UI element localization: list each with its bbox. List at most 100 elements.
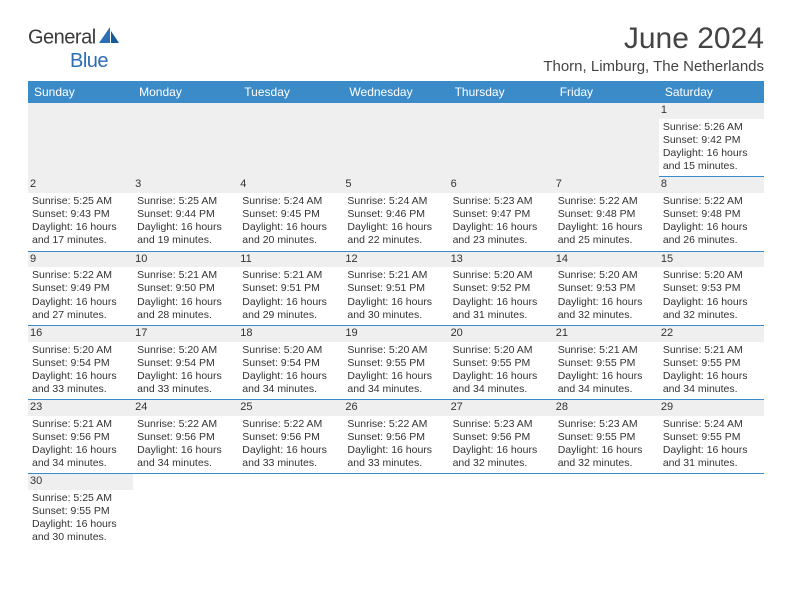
empty-cell — [343, 103, 448, 177]
day-details: Sunrise: 5:22 AMSunset: 9:56 PMDaylight:… — [137, 417, 234, 471]
sunset-line: Sunset: 9:56 PM — [242, 431, 339, 444]
daylight-line: Daylight: 16 hours and 34 minutes. — [242, 370, 339, 396]
calendar-header-row: SundayMondayTuesdayWednesdayThursdayFrid… — [28, 81, 764, 103]
sunrise-line: Sunrise: 5:20 AM — [32, 344, 129, 357]
sunset-line: Sunset: 9:45 PM — [242, 208, 339, 221]
sunrise-line: Sunrise: 5:20 AM — [663, 269, 760, 282]
day-details: Sunrise: 5:24 AMSunset: 9:45 PMDaylight:… — [242, 194, 339, 248]
brand-name-part2: Blue — [70, 50, 108, 72]
daylight-line: Daylight: 16 hours and 32 minutes. — [558, 444, 655, 470]
daylight-line: Daylight: 16 hours and 28 minutes. — [137, 296, 234, 322]
sunrise-line: Sunrise: 5:21 AM — [32, 418, 129, 431]
daylight-line: Daylight: 16 hours and 25 minutes. — [558, 221, 655, 247]
day-number: 29 — [659, 400, 764, 416]
day-cell: 30Sunrise: 5:25 AMSunset: 9:55 PMDayligh… — [28, 474, 133, 548]
daylight-line: Daylight: 16 hours and 20 minutes. — [242, 221, 339, 247]
day-number: 17 — [133, 326, 238, 342]
sunset-line: Sunset: 9:43 PM — [32, 208, 129, 221]
daylight-line: Daylight: 16 hours and 30 minutes. — [347, 296, 444, 322]
day-number: 15 — [659, 252, 764, 268]
daylight-line: Daylight: 16 hours and 32 minutes. — [558, 296, 655, 322]
sunrise-line: Sunrise: 5:21 AM — [242, 269, 339, 282]
day-details: Sunrise: 5:22 AMSunset: 9:48 PMDaylight:… — [663, 194, 760, 248]
day-details: Sunrise: 5:20 AMSunset: 9:53 PMDaylight:… — [663, 268, 760, 322]
daylight-line: Daylight: 16 hours and 34 minutes. — [558, 370, 655, 396]
sunset-line: Sunset: 9:44 PM — [137, 208, 234, 221]
weekday-header: Thursday — [449, 81, 554, 103]
weekday-header: Saturday — [659, 81, 764, 103]
sunrise-line: Sunrise: 5:22 AM — [32, 269, 129, 282]
daylight-line: Daylight: 16 hours and 19 minutes. — [137, 221, 234, 247]
empty-cell — [133, 103, 238, 177]
sunset-line: Sunset: 9:49 PM — [32, 282, 129, 295]
day-cell: 4Sunrise: 5:24 AMSunset: 9:45 PMDaylight… — [238, 177, 343, 251]
calendar-page: GeneralBlue June 2024 Thorn, Limburg, Th… — [0, 0, 792, 570]
day-cell: 7Sunrise: 5:22 AMSunset: 9:48 PMDaylight… — [554, 177, 659, 251]
empty-cell — [28, 103, 133, 177]
day-cell: 26Sunrise: 5:22 AMSunset: 9:56 PMDayligh… — [343, 400, 448, 474]
calendar-row: 9Sunrise: 5:22 AMSunset: 9:49 PMDaylight… — [28, 251, 764, 325]
day-cell: 1Sunrise: 5:26 AMSunset: 9:42 PMDaylight… — [659, 103, 764, 177]
day-details: Sunrise: 5:22 AMSunset: 9:49 PMDaylight:… — [32, 268, 129, 322]
sunset-line: Sunset: 9:56 PM — [32, 431, 129, 444]
day-cell: 3Sunrise: 5:25 AMSunset: 9:44 PMDaylight… — [133, 177, 238, 251]
day-number: 24 — [133, 400, 238, 416]
day-number: 30 — [28, 474, 133, 490]
empty-cell — [238, 474, 343, 548]
sunset-line: Sunset: 9:54 PM — [32, 357, 129, 370]
day-cell: 13Sunrise: 5:20 AMSunset: 9:52 PMDayligh… — [449, 251, 554, 325]
daylight-line: Daylight: 16 hours and 26 minutes. — [663, 221, 760, 247]
empty-cell — [449, 474, 554, 548]
day-details: Sunrise: 5:23 AMSunset: 9:56 PMDaylight:… — [453, 417, 550, 471]
sunrise-line: Sunrise: 5:25 AM — [32, 492, 129, 505]
day-number: 10 — [133, 252, 238, 268]
sunset-line: Sunset: 9:47 PM — [453, 208, 550, 221]
day-details: Sunrise: 5:21 AMSunset: 9:55 PMDaylight:… — [663, 343, 760, 397]
sunrise-line: Sunrise: 5:21 AM — [137, 269, 234, 282]
calendar-row: 1Sunrise: 5:26 AMSunset: 9:42 PMDaylight… — [28, 103, 764, 177]
calendar-row: 30Sunrise: 5:25 AMSunset: 9:55 PMDayligh… — [28, 474, 764, 548]
calendar-table: SundayMondayTuesdayWednesdayThursdayFrid… — [28, 81, 764, 548]
title-block: June 2024 Thorn, Limburg, The Netherland… — [543, 22, 764, 75]
day-cell: 9Sunrise: 5:22 AMSunset: 9:49 PMDaylight… — [28, 251, 133, 325]
daylight-line: Daylight: 16 hours and 33 minutes. — [242, 444, 339, 470]
day-details: Sunrise: 5:20 AMSunset: 9:54 PMDaylight:… — [242, 343, 339, 397]
day-details: Sunrise: 5:25 AMSunset: 9:43 PMDaylight:… — [32, 194, 129, 248]
weekday-header: Monday — [133, 81, 238, 103]
day-number: 16 — [28, 326, 133, 342]
day-details: Sunrise: 5:21 AMSunset: 9:50 PMDaylight:… — [137, 268, 234, 322]
day-details: Sunrise: 5:21 AMSunset: 9:56 PMDaylight:… — [32, 417, 129, 471]
day-cell: 14Sunrise: 5:20 AMSunset: 9:53 PMDayligh… — [554, 251, 659, 325]
sunrise-line: Sunrise: 5:26 AM — [663, 121, 760, 134]
day-details: Sunrise: 5:22 AMSunset: 9:56 PMDaylight:… — [242, 417, 339, 471]
day-number: 22 — [659, 326, 764, 342]
calendar-row: 16Sunrise: 5:20 AMSunset: 9:54 PMDayligh… — [28, 325, 764, 399]
sunset-line: Sunset: 9:56 PM — [453, 431, 550, 444]
day-cell: 6Sunrise: 5:23 AMSunset: 9:47 PMDaylight… — [449, 177, 554, 251]
daylight-line: Daylight: 16 hours and 27 minutes. — [32, 296, 129, 322]
day-cell: 16Sunrise: 5:20 AMSunset: 9:54 PMDayligh… — [28, 325, 133, 399]
daylight-line: Daylight: 16 hours and 22 minutes. — [347, 221, 444, 247]
sunset-line: Sunset: 9:56 PM — [137, 431, 234, 444]
day-cell: 17Sunrise: 5:20 AMSunset: 9:54 PMDayligh… — [133, 325, 238, 399]
sunset-line: Sunset: 9:55 PM — [347, 357, 444, 370]
sunrise-line: Sunrise: 5:24 AM — [242, 195, 339, 208]
sunset-line: Sunset: 9:42 PM — [663, 134, 760, 147]
daylight-line: Daylight: 16 hours and 33 minutes. — [347, 444, 444, 470]
day-cell: 23Sunrise: 5:21 AMSunset: 9:56 PMDayligh… — [28, 400, 133, 474]
day-number: 25 — [238, 400, 343, 416]
sunrise-line: Sunrise: 5:20 AM — [242, 344, 339, 357]
daylight-line: Daylight: 16 hours and 34 minutes. — [347, 370, 444, 396]
sunrise-line: Sunrise: 5:25 AM — [137, 195, 234, 208]
sunset-line: Sunset: 9:52 PM — [453, 282, 550, 295]
sunrise-line: Sunrise: 5:20 AM — [137, 344, 234, 357]
day-details: Sunrise: 5:21 AMSunset: 9:51 PMDaylight:… — [242, 268, 339, 322]
sunrise-line: Sunrise: 5:22 AM — [242, 418, 339, 431]
daylight-line: Daylight: 16 hours and 32 minutes. — [663, 296, 760, 322]
day-cell: 29Sunrise: 5:24 AMSunset: 9:55 PMDayligh… — [659, 400, 764, 474]
sunrise-line: Sunrise: 5:22 AM — [137, 418, 234, 431]
sunrise-line: Sunrise: 5:20 AM — [347, 344, 444, 357]
daylight-line: Daylight: 16 hours and 32 minutes. — [453, 444, 550, 470]
day-cell: 20Sunrise: 5:20 AMSunset: 9:55 PMDayligh… — [449, 325, 554, 399]
day-cell: 15Sunrise: 5:20 AMSunset: 9:53 PMDayligh… — [659, 251, 764, 325]
